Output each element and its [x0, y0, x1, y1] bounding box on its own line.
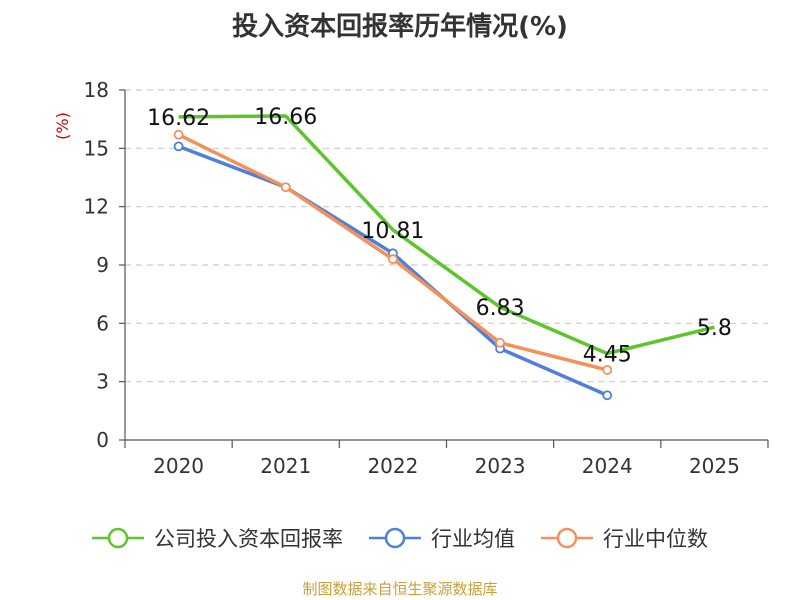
series-2-point-2024 — [602, 365, 613, 375]
series-1-point-2024 — [602, 390, 613, 401]
y-tick-label-3: 3 — [96, 370, 109, 394]
legend-item-industry-mean[interactable]: 行业均值 — [369, 523, 515, 553]
series-2-point-2022 — [388, 254, 398, 265]
x-tick-label-2022: 2022 — [367, 454, 418, 478]
y-tick-label-15: 15 — [84, 136, 109, 160]
legend-symbol-industry-median — [541, 527, 593, 549]
legend: 公司投入资本回报率 行业均值 行业中位数 — [0, 518, 800, 558]
series-1-point-2020 — [173, 141, 184, 152]
x-tick-label-2023: 2023 — [475, 454, 526, 478]
y-tick-label-9: 9 — [96, 253, 109, 277]
legend-item-company[interactable]: 公司投入资本回报率 — [92, 523, 343, 553]
chart-title: 投入资本回报率历年情况(%) — [232, 12, 568, 42]
data-label-2020: 16.62 — [147, 106, 210, 131]
data-label-2024: 4.45 — [583, 342, 632, 367]
data-label-2021: 16.66 — [254, 105, 317, 130]
legend-item-industry-median[interactable]: 行业中位数 — [541, 523, 708, 553]
series-2-point-2021 — [280, 182, 291, 193]
x-tick-label-2025: 2025 — [689, 454, 740, 478]
series-2-point-2020 — [173, 129, 184, 140]
y-axis-label: (%) — [53, 112, 72, 140]
data-label-2025: 5.8 — [697, 316, 732, 341]
legend-label-company: 公司投入资本回报率 — [154, 527, 343, 551]
x-tick-label-2020: 2020 — [153, 454, 204, 478]
legend-symbol-industry-mean — [369, 527, 421, 549]
legend-symbol-company — [92, 527, 144, 549]
y-tick-label-18: 18 — [84, 78, 109, 102]
source-note: 制图数据来自恒生聚源数据库 — [302, 580, 498, 598]
x-tick-label-2021: 2021 — [260, 454, 311, 478]
x-tick-label-2024: 2024 — [582, 454, 633, 478]
data-label-2023: 6.83 — [476, 296, 525, 321]
y-tick-label-6: 6 — [96, 311, 109, 335]
series-line-0 — [178, 114, 715, 356]
series-2-point-2023 — [495, 337, 505, 348]
data-label-2022: 10.81 — [361, 219, 424, 244]
series-line-1 — [177, 144, 608, 397]
legend-label-industry-median: 行业中位数 — [603, 527, 708, 551]
y-tick-label-12: 12 — [84, 195, 109, 219]
y-tick-label-0: 0 — [96, 428, 109, 452]
legend-label-industry-mean: 行业均值 — [431, 527, 515, 551]
